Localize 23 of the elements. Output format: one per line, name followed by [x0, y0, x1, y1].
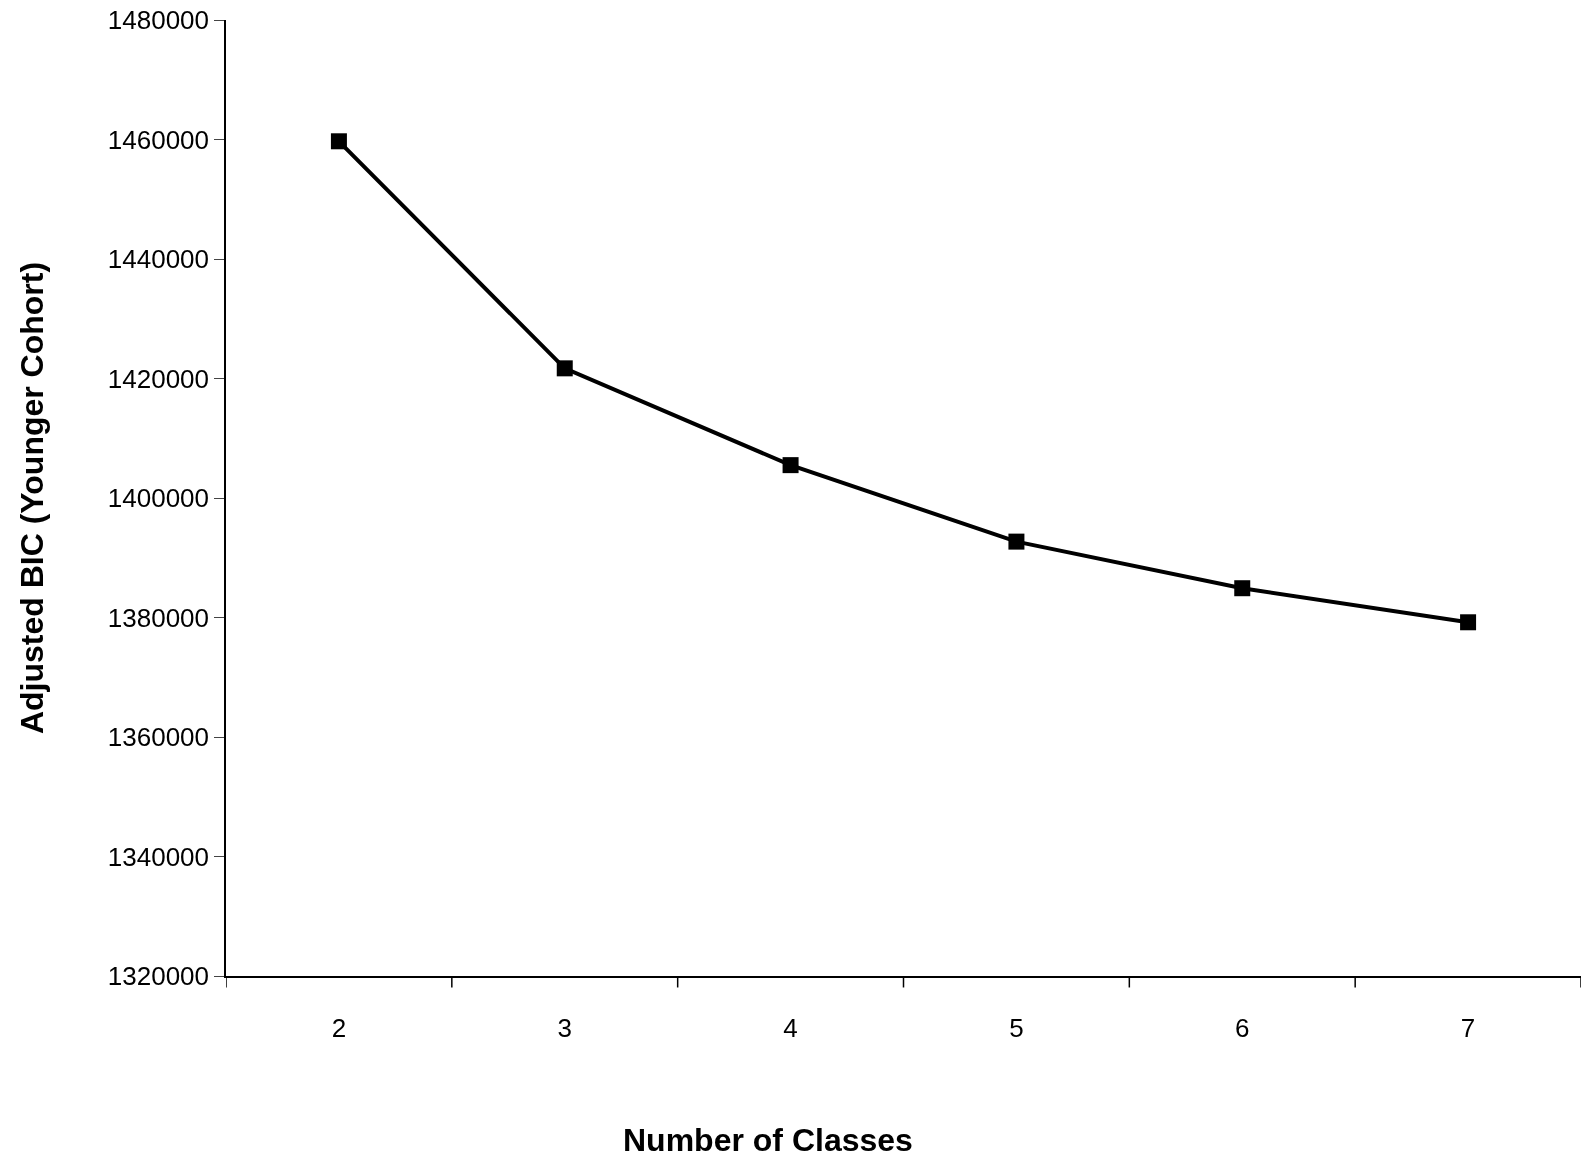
y-tick-label: 1380000	[107, 602, 210, 633]
y-tick-label: 1340000	[107, 841, 210, 872]
y-tick-label: 1460000	[107, 124, 210, 155]
y-tick-label: 1400000	[107, 483, 210, 514]
y-tick-label: 1420000	[107, 363, 210, 394]
y-tick-label: 1360000	[107, 722, 210, 753]
point	[556, 360, 573, 377]
x-tick-label: 6	[1235, 1012, 1250, 1043]
x-tick-label: 4	[783, 1012, 798, 1043]
x-tick-label: 3	[557, 1012, 572, 1043]
x-tick-label: 7	[1460, 1012, 1476, 1043]
x-tick-label: 5	[1009, 1012, 1024, 1043]
point	[1234, 580, 1251, 597]
y-tick-label: 1320000	[107, 961, 210, 992]
y-tick-label: 1440000	[107, 244, 210, 275]
point	[1460, 614, 1477, 631]
y-tick-label: 1480000	[107, 5, 210, 36]
x-axis-title: Number of Classes	[623, 1122, 913, 1158]
point	[330, 133, 347, 150]
y-axis-title: Adjusted BIC (Younger Cohort)	[13, 261, 50, 735]
point	[1008, 533, 1025, 550]
point	[782, 457, 799, 474]
x-tick-label: 2	[331, 1012, 347, 1043]
